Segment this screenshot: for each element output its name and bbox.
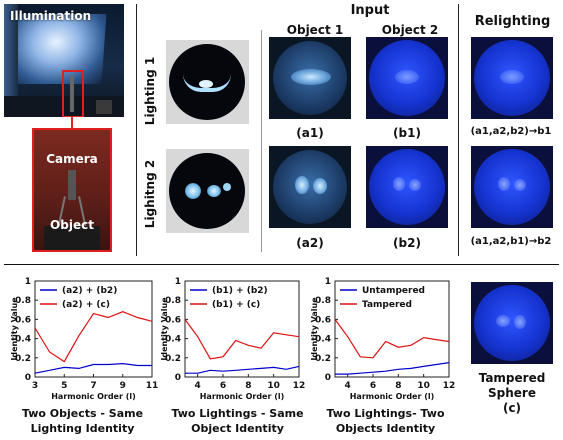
chart3-xtick-label: 6 [370, 381, 376, 391]
chart1-ytick-label: 0.2 [15, 354, 31, 364]
chart1-caption-line1: Two Objects - Same [21, 407, 144, 420]
chart1-ytick-label: 1 [25, 277, 31, 287]
header-input: Input [350, 3, 390, 18]
image-b2 [366, 146, 448, 228]
row-label-lighting1: Lighting 1 [143, 56, 157, 126]
illumination-label: Illumination [10, 9, 92, 23]
chart3-ytick-label: 0.8 [315, 296, 331, 306]
chart2-ytick-label: 0 [175, 373, 181, 383]
caption-b2: (b2) [393, 236, 421, 250]
chart1-xtick-label: 5 [61, 381, 67, 391]
camera-label: Camera [46, 152, 98, 166]
chart1-legend-label-1: (a2) + (b2) [62, 286, 117, 296]
lighting1-probe [166, 40, 249, 124]
zoom-connector [71, 117, 73, 129]
image-b1 [366, 37, 448, 119]
chart2-ytick-label: 0.2 [165, 354, 181, 364]
chart2-xtick-label: 10 [267, 381, 280, 391]
chart3-xtick-label: 10 [417, 381, 430, 391]
chart1-legend-label-2: (a2) + (c) [62, 300, 110, 310]
relit-b2 [471, 146, 553, 228]
chart1-series-2-line [34, 311, 153, 363]
chart3-caption-line2: Objects Identity [335, 422, 436, 435]
chart2-ytick-label: 1 [175, 277, 181, 287]
chart3-xtick-label: 8 [395, 381, 401, 391]
caption-a1: (a1) [296, 126, 324, 140]
caption-a2: (a2) [296, 236, 324, 250]
chart2-xtick-label: 6 [220, 381, 226, 391]
chart3-series-2-line [334, 319, 450, 359]
chart2-ytick-label: 0.8 [165, 296, 181, 306]
tampered-sphere-image [471, 282, 553, 364]
chart1-xtick-label: 9 [120, 381, 126, 391]
chart3-series-1-line [335, 362, 450, 375]
tampered-line2: Sphere [488, 386, 536, 400]
row-label-lighting2: Lighitng 2 [143, 159, 157, 229]
camera-object-photo: Camera Object [32, 128, 112, 252]
chart3-ylabel: Identity Value [310, 297, 319, 361]
chart3-xlabel: Harmonic Order (l) [350, 392, 435, 401]
chart2-xtick-label: 12 [293, 381, 306, 391]
chart2-legend-label-2: (b1) + (c) [212, 300, 260, 310]
chart1-xlabel: Harmonic Order (l) [51, 392, 136, 401]
chart3-ytick-label: 0 [325, 373, 331, 383]
tampered-line1: Tampered [478, 371, 546, 385]
chart3-frame [334, 280, 450, 378]
chart1-frame [34, 280, 153, 378]
chart1-xtick-label: 7 [90, 381, 96, 391]
chart2-ytick-label: 0.4 [165, 335, 181, 345]
chart1-ytick-label: 0.4 [15, 335, 31, 345]
divider-right [458, 4, 459, 256]
chart1-ytick-label: 0.8 [15, 296, 31, 306]
chart3-ytick-label: 1 [325, 277, 331, 287]
divider-left [136, 4, 137, 256]
lighting2-probe [166, 149, 249, 233]
object-label: Object [50, 218, 94, 232]
chart2-xlabel: Harmonic Order (l) [200, 392, 285, 401]
caption-relight2: (a1,a2,b1)→b2 [470, 236, 552, 247]
chart1-ytick-label: 0 [25, 373, 31, 383]
chart1-xtick-label: 3 [32, 381, 38, 391]
chart3-caption-line1: Two Lightings- Two [326, 407, 445, 420]
chart2-legend-label-1: (b1) + (b2) [212, 286, 268, 296]
chart2-ylabel: Identity Value [160, 297, 169, 361]
chart3-legend-label-2: Tampered [362, 300, 412, 310]
caption-b1: (b1) [393, 126, 421, 140]
chart3-ytick-label: 0.4 [315, 335, 331, 345]
chart3-legend-label-1: Untampered [362, 286, 425, 296]
header-object2: Object 2 [381, 23, 439, 37]
relit-b1 [471, 37, 553, 119]
image-a1 [269, 37, 351, 119]
chart2-xtick-label: 4 [195, 381, 201, 391]
header-relighting: Relighting [474, 14, 551, 29]
chart1-caption-line2: Lighting Identity [30, 422, 135, 435]
image-a2 [269, 146, 351, 228]
chart2-xtick-label: 8 [245, 381, 251, 391]
header-object1: Object 1 [286, 23, 344, 37]
chart2-caption-line1: Two Lightings - Same [171, 407, 304, 420]
chart3-ytick-label: 0.6 [315, 315, 331, 325]
chart2-series-1-line [185, 365, 300, 374]
chart1-ytick-label: 0.6 [15, 315, 31, 325]
caption-relight1: (a1,a2,b2)→b1 [470, 126, 552, 137]
divider-horizontal [4, 264, 559, 265]
divider-input [261, 30, 262, 252]
chart1-xtick-label: 11 [146, 381, 159, 391]
chart1-ylabel: Identity Value [10, 297, 19, 361]
chart2-frame [184, 280, 300, 378]
chart2-caption-line2: Object Identity [191, 422, 284, 435]
chart2-ytick-label: 0.6 [165, 315, 181, 325]
setup-room-photo: Illumination [4, 4, 124, 117]
chart3-xtick-label: 12 [443, 381, 456, 391]
chart3-ytick-label: 0.2 [315, 354, 331, 364]
chart3-xtick-label: 4 [345, 381, 351, 391]
chart1-series-1-line [34, 362, 152, 374]
tampered-line3: (c) [502, 401, 522, 415]
chart2-series-2-line [184, 319, 300, 360]
